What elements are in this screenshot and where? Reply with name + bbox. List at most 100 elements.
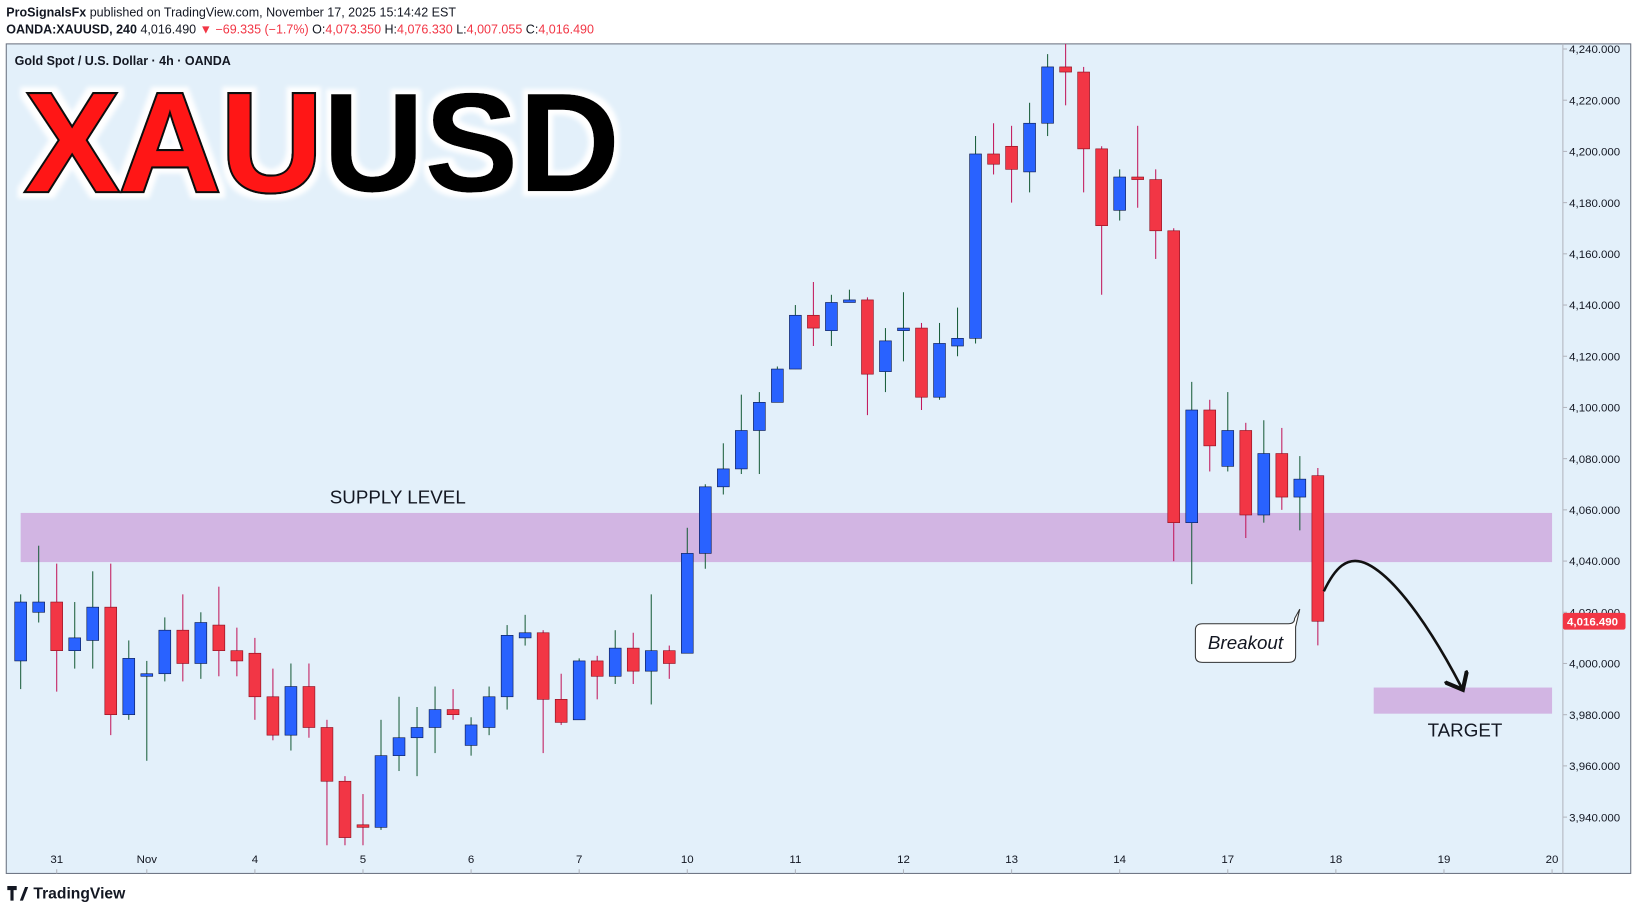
body: [807, 314, 820, 329]
candle: [987, 123, 1000, 175]
body: [338, 780, 352, 838]
change: ▼ −69.335 (−1.7%): [200, 22, 309, 36]
candle: [1113, 169, 1126, 221]
body: [410, 727, 424, 739]
logo: TradingView: [7, 886, 126, 903]
candle: [626, 632, 640, 684]
x-tick-label: 14: [1113, 854, 1126, 866]
candle: [897, 292, 910, 362]
body: [320, 727, 334, 782]
body: [140, 673, 154, 677]
candle: [50, 563, 63, 692]
body: [212, 624, 226, 651]
candle: [410, 707, 424, 777]
candle: [753, 392, 766, 475]
candle: [1257, 420, 1271, 523]
body: [1311, 475, 1325, 622]
candle: [969, 136, 982, 344]
candle: [158, 617, 172, 682]
body: [969, 153, 982, 339]
candle: [500, 625, 514, 710]
body: [663, 650, 676, 664]
candle: [1131, 125, 1144, 208]
body: [735, 430, 748, 470]
chart-title: Gold Spot / U.S. Dollar · 4h · OANDA: [15, 54, 231, 68]
candle: [446, 689, 460, 720]
candle: [14, 594, 27, 690]
candle: [1203, 399, 1217, 472]
y-tick-label: 4,180.000: [1569, 198, 1620, 210]
y-tick-label: 4,240.000: [1569, 44, 1620, 56]
body: [843, 299, 856, 303]
body: [933, 343, 946, 398]
header-line-1: ProSignalsFx published on TradingView.co…: [6, 6, 456, 20]
candle: [608, 630, 622, 684]
body: [897, 327, 910, 331]
y-tick-label: 4,000.000: [1569, 659, 1620, 671]
x-tick-label: 12: [897, 854, 910, 866]
x-tick-label: 5: [360, 854, 366, 866]
candle: [140, 660, 154, 761]
body: [266, 696, 280, 736]
callout-text: Breakout: [1208, 632, 1284, 653]
body: [825, 302, 838, 331]
body: [951, 338, 964, 347]
x-tick-label: 10: [681, 854, 694, 866]
candle: [1023, 102, 1036, 193]
candle: [933, 322, 946, 400]
candle: [194, 612, 208, 679]
candle: [1149, 169, 1162, 259]
candle: [68, 602, 81, 669]
candle: [1077, 66, 1090, 193]
body: [248, 652, 262, 698]
y-tick-label: 3,940.000: [1569, 812, 1620, 824]
body: [230, 650, 244, 662]
x-tick-label: 13: [1005, 854, 1018, 866]
candle: [681, 527, 694, 654]
body: [500, 635, 514, 698]
body: [771, 368, 784, 403]
ohlc-o-key: O:: [312, 22, 325, 36]
candle: [1005, 125, 1018, 203]
candle: [536, 630, 550, 754]
body: [1149, 179, 1162, 232]
candle: [176, 594, 190, 682]
body: [1077, 71, 1090, 150]
body: [626, 647, 640, 672]
zone: [1373, 687, 1553, 714]
candle: [1293, 456, 1307, 531]
candle: [1185, 381, 1198, 585]
body: [302, 686, 316, 728]
body: [879, 340, 892, 372]
x-tick-label: 19: [1438, 854, 1451, 866]
candle: [338, 776, 352, 846]
candle: [1167, 228, 1180, 562]
body: [428, 709, 442, 728]
candle: [104, 563, 118, 736]
body: [176, 629, 190, 664]
candle: [915, 322, 928, 411]
body: [392, 737, 406, 756]
body: [374, 755, 388, 828]
x-tick-label: Nov: [137, 854, 158, 866]
body: [14, 601, 27, 662]
banner-part-2: USD: [323, 63, 621, 221]
x-tick-label: 4: [252, 854, 259, 866]
candle: [861, 297, 874, 416]
candle: [951, 307, 964, 357]
y-tick-label: 4,100.000: [1569, 403, 1620, 415]
body: [518, 632, 532, 639]
y-tick-label: 4,140.000: [1569, 300, 1620, 312]
last-price-tag: [1562, 612, 1626, 630]
x-tick-label: 18: [1329, 854, 1342, 866]
ohlc-o: 4,073.350: [325, 22, 381, 36]
body: [446, 709, 460, 716]
body: [861, 299, 874, 375]
body: [699, 486, 712, 554]
x-tick-label: 20: [1546, 854, 1559, 866]
candle: [771, 366, 784, 403]
candle: [392, 696, 406, 772]
candle: [1239, 422, 1253, 539]
candle: [644, 594, 658, 705]
